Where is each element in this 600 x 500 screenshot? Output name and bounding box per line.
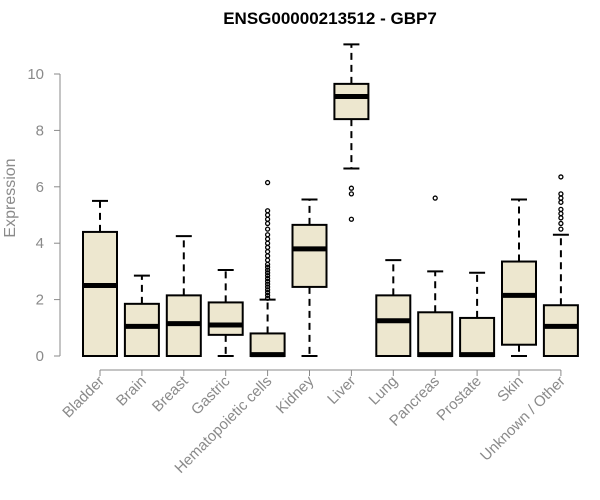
outlier-point	[264, 208, 271, 214]
outlier-point	[264, 295, 271, 301]
box-group	[459, 271, 496, 358]
outlier-point	[264, 272, 271, 279]
box-group	[82, 199, 118, 357]
box	[207, 301, 244, 336]
axes: 0 2 4 6 8 10	[27, 66, 562, 376]
x-tick-label: Skin	[494, 373, 527, 406]
box	[375, 294, 412, 357]
outlier-point	[558, 226, 564, 232]
outlier-point	[264, 220, 271, 227]
outlier-point	[264, 281, 271, 287]
box	[501, 260, 537, 346]
outlier-point	[264, 284, 271, 290]
outlier-point	[348, 216, 355, 222]
outlier-point	[264, 292, 271, 299]
outlier-point	[264, 226, 271, 232]
outlier-point	[264, 179, 271, 186]
outlier-point	[264, 270, 271, 276]
box-group	[207, 268, 244, 357]
outlier-point	[264, 244, 271, 251]
outlier-point	[264, 264, 271, 270]
outlier-point	[558, 210, 564, 217]
x-tick-label: Kidney	[273, 372, 318, 417]
box	[333, 82, 370, 121]
x-tick-label: Liver	[324, 373, 359, 408]
y-tick-label: 10	[27, 66, 44, 83]
y-axis-label: Expression	[2, 158, 19, 237]
y-tick-label: 8	[36, 122, 44, 139]
outlier-point	[558, 220, 564, 227]
y-tick-label: 6	[36, 179, 44, 196]
chart-title: ENSG00000213512 - GBP7	[223, 9, 437, 28]
outlier-point	[558, 206, 564, 213]
box-group	[375, 259, 412, 357]
box	[123, 302, 160, 357]
x-tick-label: Brain	[113, 373, 150, 410]
box	[459, 316, 496, 357]
outlier-point	[264, 236, 271, 242]
x-tick-label: Breast	[149, 372, 192, 415]
boxes	[82, 43, 579, 358]
box-group	[123, 274, 160, 357]
outlier-point	[264, 240, 271, 246]
box-group	[291, 198, 328, 357]
outlier-point	[264, 249, 271, 255]
outlier-point	[432, 195, 438, 201]
x-tick-label: Prostate	[433, 373, 485, 425]
y-tick-label: 0	[36, 348, 44, 365]
outlier-point	[264, 275, 271, 282]
box	[542, 304, 579, 357]
outlier-point	[264, 261, 271, 268]
outlier-point	[558, 195, 564, 201]
x-tick-label: Bladder	[59, 373, 108, 422]
box	[417, 311, 454, 358]
outlier-point	[348, 185, 355, 191]
outlier-point	[348, 191, 355, 197]
outlier-point	[264, 253, 271, 259]
y-tick-label: 2	[36, 292, 44, 309]
box-group	[165, 235, 202, 357]
outlier-point	[264, 287, 271, 293]
outlier-point	[264, 257, 271, 263]
box	[82, 230, 118, 357]
outlier-point	[558, 174, 564, 180]
box-group	[542, 174, 579, 357]
outlier-point	[264, 267, 271, 273]
outlier-point	[264, 232, 271, 238]
outlier-point	[264, 278, 271, 284]
outlier-point	[264, 289, 271, 296]
outlier-point	[558, 199, 564, 205]
box-group	[333, 43, 370, 222]
x-tick-label: Lung	[366, 373, 402, 409]
box-group	[249, 179, 286, 358]
outlier-point	[558, 215, 564, 221]
outlier-point	[264, 216, 271, 222]
box	[291, 223, 328, 288]
box-group	[501, 198, 537, 357]
outlier-point	[264, 212, 271, 218]
outlier-point	[558, 191, 564, 197]
y-tick-label: 4	[36, 235, 44, 252]
box-group	[417, 195, 454, 358]
